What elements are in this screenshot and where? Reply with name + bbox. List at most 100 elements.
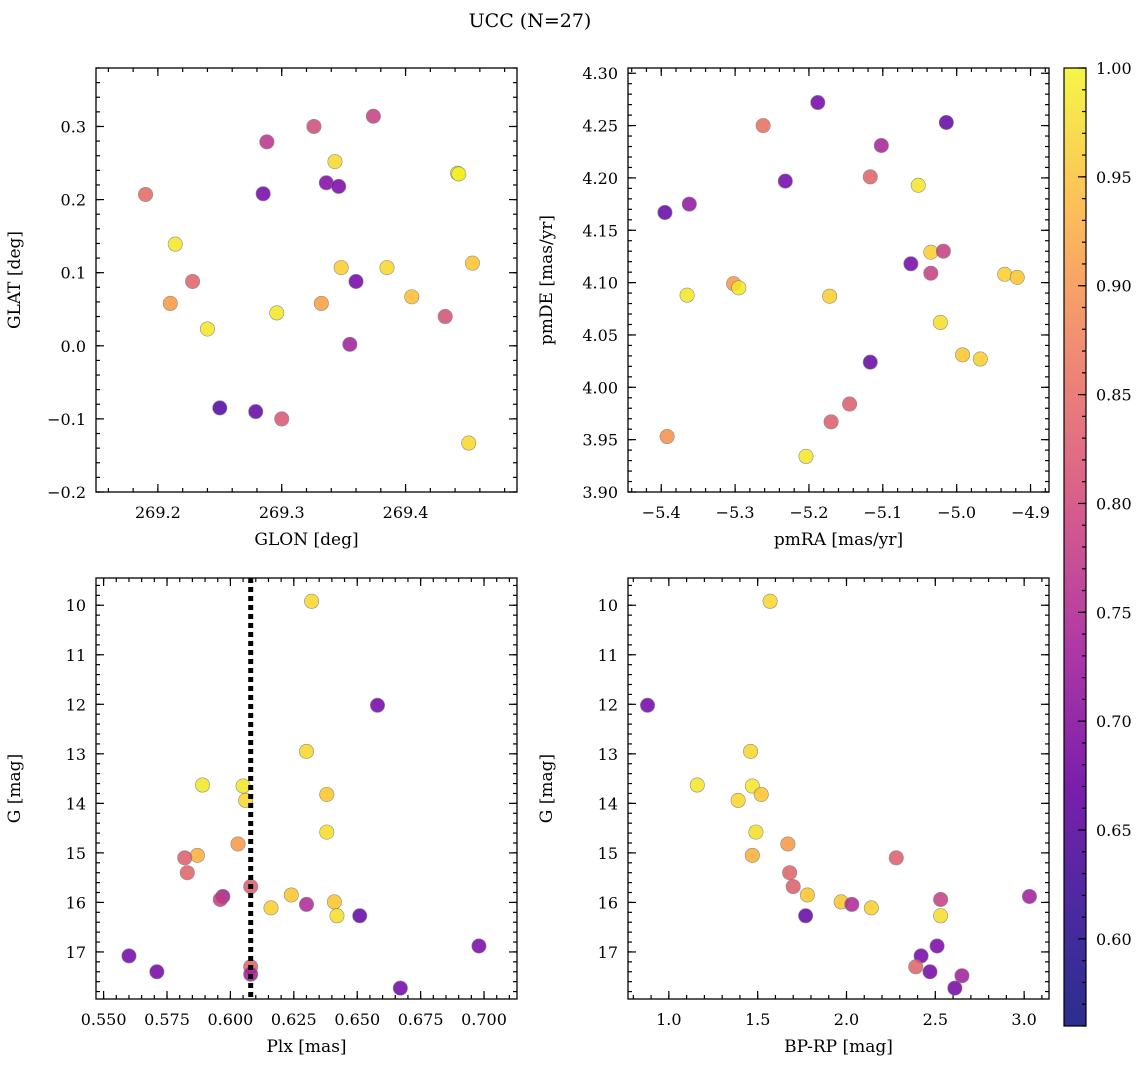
- scatter-point: [910, 177, 926, 193]
- figure-title: UCC (N=27): [469, 10, 592, 32]
- scatter-points: [657, 95, 1025, 464]
- y-tick-label: 14: [66, 794, 86, 813]
- scatter-point: [947, 980, 963, 996]
- y-tick-label: 16: [598, 893, 618, 912]
- x-axis-label: pmRA [mas/yr]: [774, 530, 903, 550]
- scatter-point: [657, 204, 673, 220]
- scatter-point: [932, 314, 948, 330]
- scatter-point: [167, 236, 183, 252]
- scatter-point: [679, 287, 695, 303]
- scatter-point: [862, 354, 878, 370]
- scatter-points: [121, 593, 487, 996]
- scatter-point: [327, 154, 343, 170]
- scatter-point: [755, 118, 771, 134]
- scatter-point: [248, 404, 264, 420]
- scatter-point: [731, 280, 747, 296]
- y-tick-label: 12: [598, 695, 618, 714]
- x-tick-label: −5.1: [863, 503, 902, 522]
- scatter-point: [938, 114, 954, 130]
- scatter-point: [269, 305, 285, 321]
- y-tick-label: 12: [66, 695, 86, 714]
- panel-frame: [627, 67, 1050, 493]
- y-tick-label: 13: [598, 745, 618, 764]
- y-tick-label: 0.1: [61, 264, 86, 283]
- x-tick-label: 2.5: [923, 1010, 948, 1029]
- scatter-point: [785, 879, 801, 895]
- scatter-point: [730, 792, 746, 808]
- y-tick-label: 3.90: [582, 483, 618, 502]
- colorbar-tick-label: 0.95: [1096, 168, 1132, 187]
- scatter-point: [212, 891, 228, 907]
- scatter-point: [922, 964, 938, 980]
- y-tick-label: 11: [66, 646, 86, 665]
- y-tick-label: 15: [66, 844, 86, 863]
- scatter-point: [782, 865, 798, 881]
- x-tick-label: 0.600: [208, 1010, 254, 1029]
- y-tick-label: 4.00: [582, 378, 618, 397]
- y-tick-label: 13: [66, 745, 86, 764]
- x-axis-label: BP-RP [mag]: [784, 1037, 893, 1057]
- x-tick-label: −5.0: [937, 503, 976, 522]
- scatter-point: [329, 908, 345, 924]
- y-tick-label: 0.0: [61, 337, 86, 356]
- scatter-points: [640, 593, 1037, 996]
- y-axis-label: GLAT [deg]: [5, 231, 25, 329]
- scatter-point: [255, 186, 271, 202]
- scatter-point: [1021, 888, 1037, 904]
- scatter-point: [379, 260, 395, 276]
- x-tick-label: 0.550: [81, 1010, 127, 1029]
- panel-frame: [95, 577, 518, 1000]
- scatter-point: [189, 847, 205, 863]
- scatter-point: [274, 411, 290, 427]
- y-tick-label: 11: [598, 646, 618, 665]
- panel-frame: [95, 67, 518, 493]
- scatter-point: [923, 244, 939, 260]
- x-axis-label: Plx [mas]: [266, 1037, 346, 1057]
- panel-frame: [627, 577, 1050, 1000]
- y-axis-label: G [mag]: [5, 754, 25, 823]
- y-tick-label: 4.25: [582, 117, 618, 136]
- scatter-point: [903, 256, 919, 272]
- scatter-point: [762, 593, 778, 609]
- y-tick-label: 10: [66, 596, 86, 615]
- scatter-point: [313, 295, 329, 311]
- x-tick-label: −5.4: [642, 503, 681, 522]
- y-tick-label: 0.3: [61, 117, 86, 136]
- scatter-point: [798, 908, 814, 924]
- scatter-point: [810, 95, 826, 111]
- scatter-point: [659, 429, 675, 445]
- scatter-point: [842, 396, 858, 412]
- scatter-point: [777, 173, 793, 189]
- scatter-point: [844, 896, 860, 912]
- y-tick-label: 15: [598, 844, 618, 863]
- scatter-point: [392, 980, 408, 996]
- scatter-point: [753, 786, 769, 802]
- y-tick-label: 3.95: [582, 431, 618, 450]
- x-tick-label: 269.3: [259, 503, 305, 522]
- scatter-point: [954, 968, 970, 984]
- x-tick-label: −5.2: [790, 503, 829, 522]
- scatter-point: [933, 891, 949, 907]
- scatter-point: [471, 938, 487, 954]
- scatter-point: [798, 448, 814, 464]
- colorbar-tick-label: 0.90: [1096, 277, 1132, 296]
- y-tick-label: 4.30: [582, 64, 618, 83]
- scatter-point: [319, 786, 335, 802]
- scatter-point: [370, 697, 386, 713]
- scatter-point: [823, 414, 839, 430]
- x-tick-label: −4.9: [1011, 503, 1050, 522]
- scatter-point: [935, 243, 951, 259]
- colorbar-tick-label: 0.85: [1096, 386, 1132, 405]
- scatter-point: [235, 778, 251, 794]
- scatter-point: [348, 273, 364, 289]
- scatter-point: [464, 255, 480, 271]
- panel-glon-glat: 269.2 269.3 269.4 −0.2 −0.1 0.0 0.1 0.2 0.3 GLON …: [5, 67, 518, 550]
- scatter-point: [681, 196, 697, 212]
- scatter-point: [997, 266, 1013, 282]
- scatter-point: [298, 743, 314, 759]
- scatter-point: [955, 347, 971, 363]
- x-tick-label: 269.4: [383, 503, 429, 522]
- x-tick-label: 0.700: [461, 1010, 507, 1029]
- panel-pmra-pmde: −5.4 −5.3 −5.2 −5.1 −5.0 −4.9 3.90 3.95 4.00 4.05…: [537, 64, 1050, 550]
- scatter-point: [780, 836, 796, 852]
